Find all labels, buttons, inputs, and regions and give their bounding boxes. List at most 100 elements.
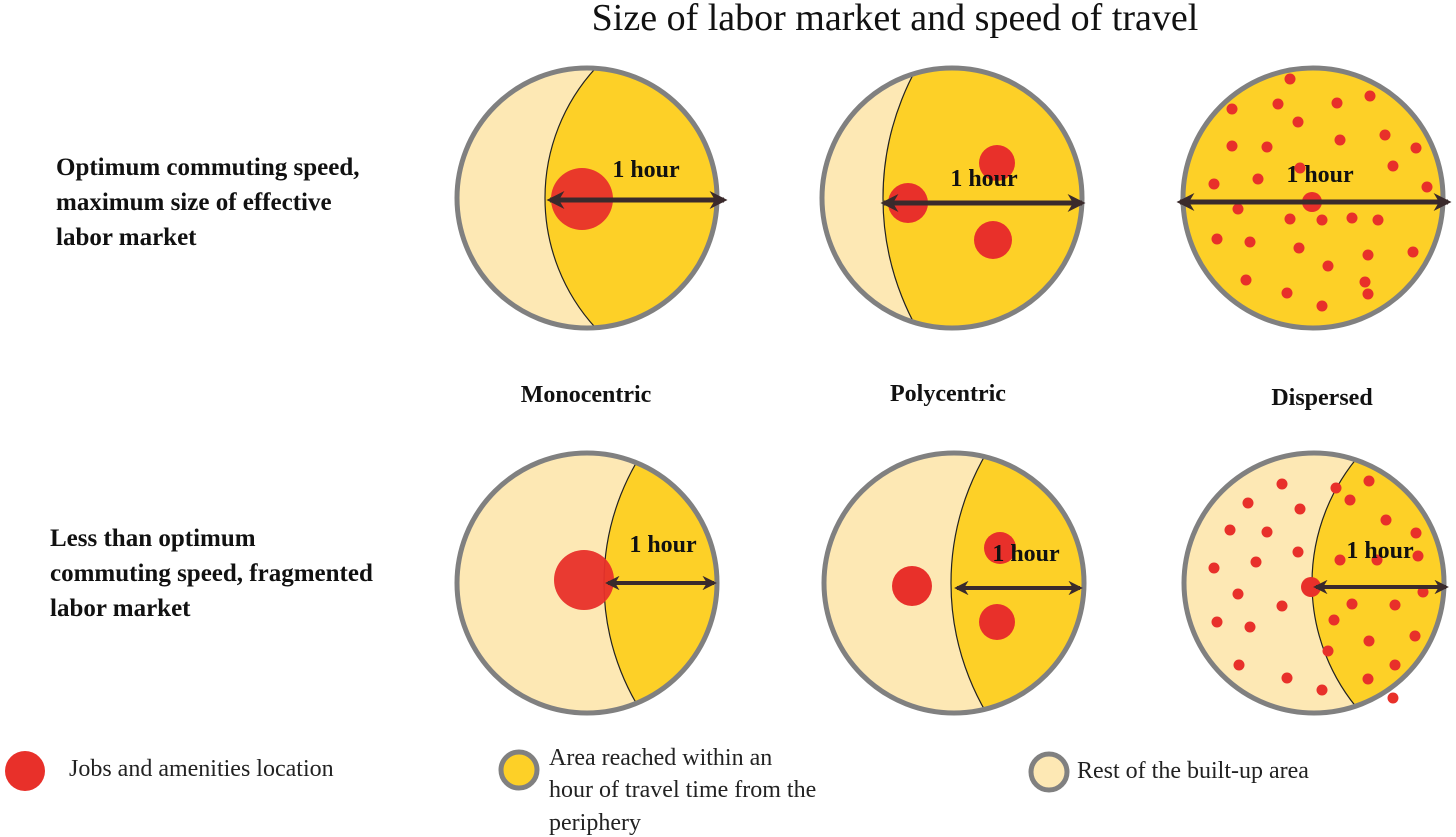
row-label-optimum: Optimum commuting speed, maximum size of…	[56, 154, 366, 251]
legend-rest-swatch	[1028, 751, 1070, 793]
jobs-dot	[1233, 659, 1245, 671]
jobs-dot	[1211, 233, 1223, 245]
row-label-less-line-2: commuting speed, fragmented	[50, 560, 373, 587]
jobs-dot	[1276, 478, 1288, 490]
reached-area	[1311, 453, 1444, 713]
jobs-center	[554, 550, 614, 610]
jobs-dot	[1389, 599, 1401, 611]
jobs-dot	[1379, 129, 1391, 141]
jobs-dot	[1226, 140, 1238, 152]
jobs-dot	[1252, 173, 1264, 185]
row-label-less-line-3: labor market	[50, 595, 191, 622]
jobs-dot	[1284, 73, 1296, 85]
jobs-dot	[1294, 503, 1306, 515]
jobs-dot	[1334, 554, 1346, 566]
city-dispersed-fragmented: 1 hour	[1181, 450, 1449, 716]
row-label-optimum-line-3: labor market	[56, 224, 197, 251]
jobs-dot	[1409, 630, 1421, 642]
travel-time-label: 1 hour	[1346, 538, 1414, 564]
jobs-dot	[1362, 249, 1374, 261]
city-outline	[454, 450, 720, 716]
jobs-dot	[1346, 598, 1358, 610]
travel-time-label: 1 hour	[629, 532, 697, 558]
jobs-center	[984, 532, 1016, 564]
legend-reached-swatch	[498, 749, 540, 791]
row-label-optimum-line-2: maximum size of effective	[56, 189, 332, 216]
jobs-dot	[1316, 300, 1328, 312]
legend-jobs-label: Jobs and amenities location	[69, 756, 334, 782]
jobs-dot	[1344, 494, 1356, 506]
legend-reached-line-2: hour of travel time from the	[549, 777, 816, 803]
jobs-dot	[1371, 554, 1383, 566]
column-label-monocentric: Monocentric	[521, 382, 652, 408]
jobs-dot	[1362, 673, 1374, 685]
jobs-dot	[1226, 103, 1238, 115]
jobs-dot	[1293, 242, 1305, 254]
jobs-dot	[1346, 212, 1358, 224]
jobs-dot	[1272, 98, 1284, 110]
jobs-dot	[1261, 141, 1273, 153]
jobs-dot	[1316, 214, 1328, 226]
jobs-dot	[1322, 260, 1334, 272]
jobs-dot	[1208, 562, 1220, 574]
jobs-center	[974, 221, 1012, 259]
jobs-dot	[1292, 546, 1304, 558]
column-label-dispersed: Dispersed	[1271, 385, 1373, 411]
jobs-dot	[1281, 672, 1293, 684]
jobs-dot	[1284, 213, 1296, 225]
jobs-dot	[1316, 684, 1328, 696]
city-polycentric-optimum: 1 hour	[819, 65, 1086, 331]
travel-time-label: 1 hour	[992, 541, 1060, 567]
legend-item-reached-area: Area reached within an hour of travel ti…	[498, 745, 822, 836]
jobs-dot	[1322, 645, 1334, 657]
jobs-dot	[1224, 524, 1236, 536]
row-label-less-line-1: Less than optimum	[50, 525, 256, 552]
travel-time-label: 1 hour	[1286, 162, 1354, 188]
legend-jobs-swatch	[5, 751, 45, 791]
jobs-dot	[1244, 236, 1256, 248]
row-label-less-than-optimum: Less than optimum commuting speed, fragm…	[50, 525, 379, 622]
jobs-dot	[1292, 116, 1304, 128]
jobs-dot	[1407, 246, 1419, 258]
jobs-dot	[1330, 482, 1342, 494]
jobs-dot	[1331, 97, 1343, 109]
jobs-dot	[1334, 134, 1346, 146]
jobs-dot	[1208, 178, 1220, 190]
travel-time-label: 1 hour	[950, 166, 1018, 192]
jobs-dot	[1372, 214, 1384, 226]
jobs-dot	[1359, 276, 1371, 288]
jobs-dot	[1244, 621, 1256, 633]
jobs-center	[892, 566, 932, 606]
jobs-dot	[1328, 614, 1340, 626]
jobs-dot	[1232, 588, 1244, 600]
legend-item-rest: Rest of the built-up area	[1028, 751, 1309, 793]
legend-reached-line-3: periphery	[549, 810, 641, 836]
diagram-title: Size of labor market and speed of travel	[592, 0, 1199, 39]
city-monocentric-fragmented: 1 hour	[454, 450, 720, 716]
jobs-dot	[1389, 659, 1401, 671]
jobs-dot	[1410, 142, 1422, 154]
jobs-dot	[1276, 600, 1288, 612]
jobs-dot	[1380, 514, 1392, 526]
jobs-dot	[1261, 526, 1273, 538]
row-label-optimum-line-1: Optimum commuting speed,	[56, 154, 359, 181]
jobs-dot	[1281, 287, 1293, 299]
jobs-dot	[1294, 162, 1306, 174]
travel-time-label: 1 hour	[612, 157, 680, 183]
jobs-center	[979, 145, 1015, 181]
jobs-dot	[1362, 288, 1374, 300]
jobs-dot	[1232, 203, 1244, 215]
legend: Jobs and amenities location Area reached…	[5, 745, 1309, 836]
jobs-dot	[1240, 274, 1252, 286]
jobs-dot	[1242, 497, 1254, 509]
city-monocentric-optimum: 1 hour	[454, 65, 728, 331]
legend-rest-label: Rest of the built-up area	[1077, 758, 1309, 784]
jobs-dot	[1250, 556, 1262, 568]
jobs-dot	[1421, 181, 1433, 193]
legend-reached-line-1: Area reached within an	[549, 745, 772, 771]
jobs-dot	[1412, 550, 1424, 562]
legend-reached-label: Area reached within an hour of travel ti…	[549, 745, 822, 836]
jobs-dot	[1363, 475, 1375, 487]
jobs-dot	[1364, 90, 1376, 102]
